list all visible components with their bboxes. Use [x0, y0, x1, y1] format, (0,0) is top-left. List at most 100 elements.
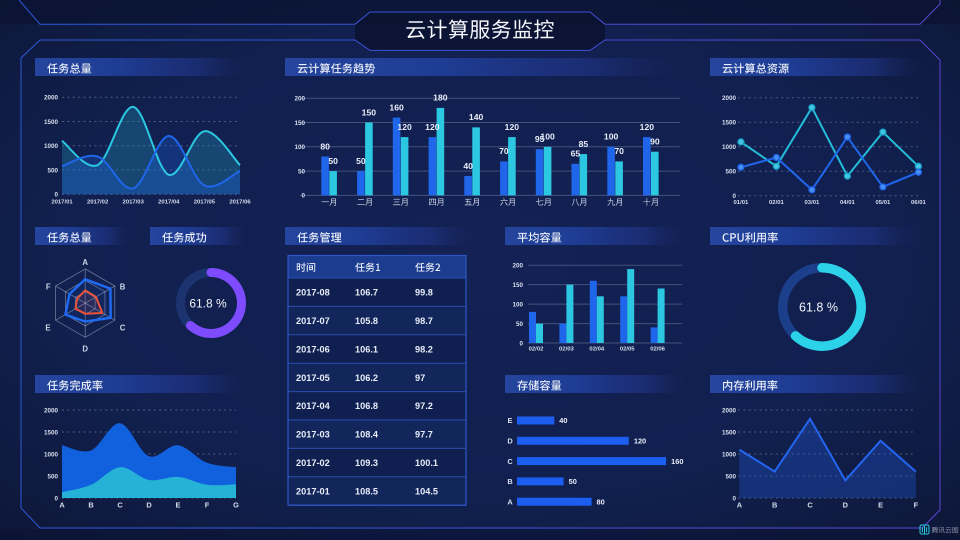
svg-text:80: 80 — [597, 497, 605, 506]
svg-text:1500: 1500 — [722, 429, 737, 436]
svg-text:1500: 1500 — [44, 119, 59, 126]
svg-text:C: C — [117, 501, 123, 510]
svg-text:106.2: 106.2 — [355, 373, 378, 383]
svg-text:D: D — [843, 501, 849, 510]
svg-text:100: 100 — [294, 144, 305, 151]
svg-text:109.3: 109.3 — [355, 458, 378, 468]
svg-text:100: 100 — [512, 301, 523, 308]
svg-text:2017-01: 2017-01 — [296, 486, 330, 496]
svg-text:2017-02: 2017-02 — [296, 458, 330, 468]
svg-text:D: D — [146, 501, 152, 510]
svg-text:1500: 1500 — [44, 429, 59, 436]
svg-text:E: E — [176, 501, 181, 510]
svg-text:C: C — [120, 324, 126, 333]
svg-text:2017-07: 2017-07 — [296, 316, 330, 326]
svg-text:F: F — [914, 501, 919, 510]
svg-text:B: B — [88, 501, 93, 510]
svg-text:120: 120 — [397, 122, 412, 132]
svg-text:2017-03: 2017-03 — [296, 430, 330, 440]
svg-text:A: A — [737, 501, 743, 510]
svg-text:1000: 1000 — [722, 144, 737, 151]
svg-text:98.2: 98.2 — [415, 344, 433, 354]
svg-text:106.1: 106.1 — [355, 344, 378, 354]
svg-text:02/02: 02/02 — [529, 347, 544, 353]
svg-text:2017/04: 2017/04 — [158, 200, 180, 206]
svg-text:150: 150 — [512, 282, 523, 289]
svg-text:140: 140 — [469, 112, 484, 122]
svg-text:2017/01: 2017/01 — [51, 200, 73, 206]
svg-text:0: 0 — [54, 192, 58, 199]
svg-text:50: 50 — [516, 321, 524, 328]
svg-text:200: 200 — [294, 96, 305, 103]
svg-text:40: 40 — [559, 416, 567, 425]
svg-text:02/05: 02/05 — [620, 347, 635, 353]
svg-text:106.7: 106.7 — [355, 288, 378, 298]
svg-text:B: B — [772, 501, 777, 510]
svg-text:70: 70 — [499, 146, 509, 156]
svg-text:0: 0 — [519, 340, 523, 347]
svg-text:80: 80 — [320, 141, 330, 151]
svg-text:B: B — [507, 477, 512, 486]
svg-text:A: A — [82, 258, 88, 267]
svg-text:02/06: 02/06 — [650, 347, 665, 353]
svg-text:2017/05: 2017/05 — [194, 200, 216, 206]
svg-text:06/01: 06/01 — [911, 200, 926, 206]
svg-text:05/01: 05/01 — [876, 200, 891, 206]
svg-text:2000: 2000 — [44, 407, 59, 414]
svg-text:160: 160 — [389, 102, 404, 112]
svg-text:D: D — [507, 437, 513, 446]
svg-text:50: 50 — [569, 477, 577, 486]
svg-text:70: 70 — [614, 146, 624, 156]
svg-text:500: 500 — [725, 473, 736, 480]
svg-text:E: E — [508, 416, 513, 425]
svg-text:500: 500 — [725, 169, 736, 176]
svg-text:2017-06: 2017-06 — [296, 344, 330, 354]
svg-text:160: 160 — [671, 457, 683, 466]
svg-text:40: 40 — [463, 161, 473, 171]
svg-text:2017-04: 2017-04 — [296, 401, 331, 411]
svg-text:100: 100 — [604, 132, 619, 142]
svg-text:150: 150 — [294, 120, 305, 127]
svg-text:E: E — [45, 324, 50, 333]
svg-text:61.8 %: 61.8 % — [189, 297, 227, 311]
svg-text:G: G — [233, 501, 239, 510]
svg-text:120: 120 — [640, 122, 655, 132]
svg-text:1000: 1000 — [44, 143, 59, 150]
svg-text:50: 50 — [356, 156, 366, 166]
svg-text:D: D — [82, 345, 88, 354]
svg-text:02/04: 02/04 — [589, 347, 604, 353]
svg-text:02/01: 02/01 — [769, 200, 784, 206]
svg-text:120: 120 — [634, 437, 646, 446]
svg-text:150: 150 — [362, 107, 377, 117]
svg-text:03/01: 03/01 — [805, 200, 820, 206]
svg-text:2000: 2000 — [44, 95, 59, 102]
svg-text:2017-05: 2017-05 — [296, 373, 330, 383]
svg-text:95: 95 — [535, 134, 545, 144]
svg-text:E: E — [878, 501, 883, 510]
svg-text:500: 500 — [47, 473, 58, 480]
svg-text:97.7: 97.7 — [415, 430, 433, 440]
svg-text:90: 90 — [650, 136, 660, 146]
svg-text:C: C — [807, 501, 813, 510]
svg-text:85: 85 — [579, 139, 589, 149]
svg-text:200: 200 — [512, 263, 523, 270]
svg-text:01/01: 01/01 — [734, 200, 749, 206]
svg-text:F: F — [46, 283, 51, 292]
svg-text:50: 50 — [298, 168, 306, 175]
svg-text:104.5: 104.5 — [415, 486, 438, 496]
svg-text:2000: 2000 — [722, 95, 737, 102]
svg-text:2000: 2000 — [722, 407, 737, 414]
svg-text:50: 50 — [328, 156, 338, 166]
svg-text:04/01: 04/01 — [840, 200, 855, 206]
svg-text:2017/03: 2017/03 — [123, 200, 145, 206]
svg-text:2017/06: 2017/06 — [229, 200, 251, 206]
svg-text:97.2: 97.2 — [415, 401, 433, 411]
svg-text:100.1: 100.1 — [415, 458, 438, 468]
svg-text:500: 500 — [47, 167, 58, 174]
svg-text:F: F — [205, 501, 210, 510]
svg-text:108.5: 108.5 — [355, 486, 378, 496]
svg-text:02/03: 02/03 — [559, 347, 574, 353]
svg-text:0: 0 — [732, 193, 736, 200]
svg-text:98.7: 98.7 — [415, 316, 433, 326]
svg-text:1000: 1000 — [722, 451, 737, 458]
